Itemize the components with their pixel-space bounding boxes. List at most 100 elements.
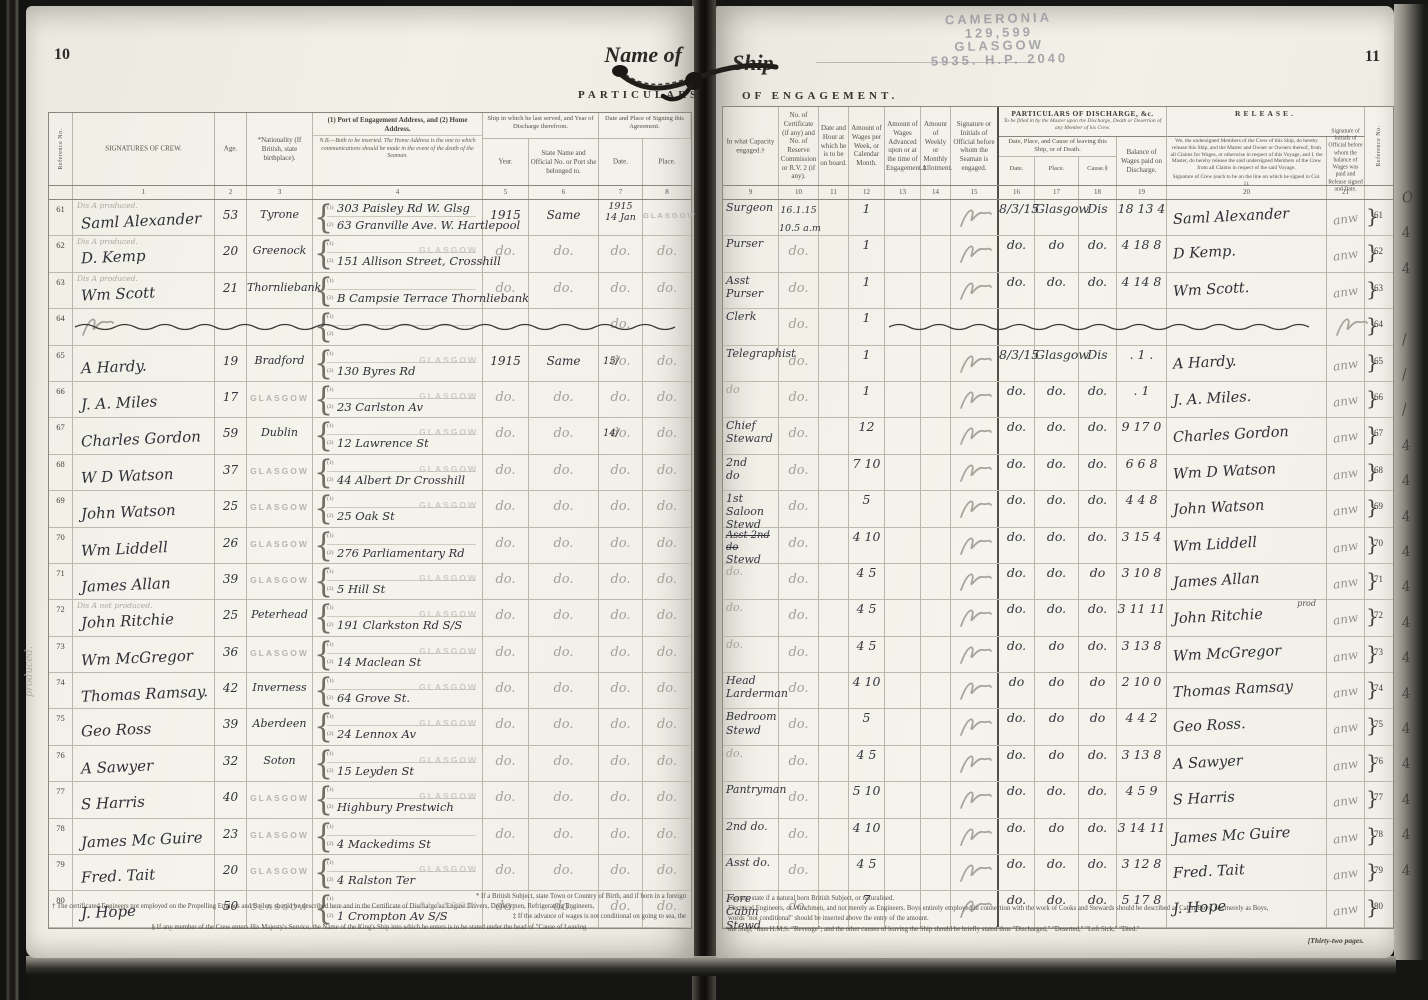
last-ship-cell: do. bbox=[529, 709, 599, 745]
balance-cell: 4 14 8 bbox=[1117, 272, 1167, 309]
age-cell bbox=[215, 309, 247, 345]
certificate-cell: do. bbox=[779, 418, 819, 454]
certificate-cell: do. bbox=[779, 745, 819, 782]
hour-on-board-cell bbox=[819, 745, 849, 782]
engaging-official-cell bbox=[951, 527, 999, 563]
last-ship-cell: do. bbox=[529, 600, 599, 636]
wages-cell: 4 10 bbox=[849, 673, 885, 709]
leaving-cause-cell: do. bbox=[1079, 454, 1117, 491]
footnotes-left: * If a British Subject, state Town or Co… bbox=[52, 892, 686, 933]
leaving-cause-cell: do. bbox=[1079, 600, 1117, 636]
signing-place-cell: do. bbox=[656, 717, 678, 733]
nationality-cell: GLASGOW bbox=[247, 381, 313, 418]
row-number-right: } 79 bbox=[1366, 859, 1383, 884]
leaving-cause-cell: do bbox=[1079, 673, 1117, 709]
year-cell: do. bbox=[483, 673, 529, 709]
advance-cell bbox=[885, 272, 921, 309]
engaging-official-cell bbox=[951, 673, 999, 709]
leaving-place-cell bbox=[1035, 309, 1079, 345]
signing-date-cell: do. bbox=[599, 855, 643, 891]
age-cell: 21 bbox=[215, 272, 247, 309]
capacity-cell: 2nd do bbox=[723, 454, 779, 491]
year-cell: do. bbox=[483, 527, 529, 563]
leaving-date-cell: do. bbox=[999, 600, 1035, 636]
leaving-place-cell: do. bbox=[1035, 855, 1079, 891]
margin-pencil-mark: / bbox=[1400, 331, 1409, 348]
capacity-cell: Head Larderman bbox=[723, 673, 788, 709]
allotment-cell bbox=[921, 673, 951, 709]
release-signature-cell bbox=[1167, 309, 1327, 345]
nationality-cell: Thornliebank bbox=[247, 272, 321, 309]
address-cell: {(1) (2) 4 Ralston Ter GLASGOW bbox=[313, 853, 483, 892]
crew-signature-cell: James Allan bbox=[73, 563, 215, 600]
strikeout-wavy-line bbox=[889, 324, 1310, 331]
signing-date-cell: 14/do. bbox=[599, 418, 643, 454]
engagement-table-right: In what Capacity engaged.† No. of Certif… bbox=[722, 106, 1394, 931]
strikeout-wavy-line bbox=[75, 324, 676, 331]
capacity-cell: Pantryman bbox=[723, 782, 787, 818]
capacity-cell: 1st Saloon Stewd bbox=[723, 491, 779, 531]
crew-row-left: 66 J. A. Miles 17 GLASGOW{(1) (2) 23 Carlston… bbox=[49, 380, 691, 419]
signing-date-cell: do. bbox=[599, 818, 643, 855]
margin-pencil-mark: 4 bbox=[1400, 543, 1413, 561]
release-signature-cell: Saml Alexander bbox=[1167, 200, 1327, 236]
paid-official-header: Signature of Initials of Official before… bbox=[1327, 128, 1365, 192]
capacity-cell: Asst do. bbox=[723, 855, 779, 891]
last-ship-cell: Same bbox=[529, 345, 599, 381]
crew-row-right: do do. 1 do. do. do.. 1 J. A. Miles. anw} 66 bbox=[723, 381, 1393, 419]
allotment-cell bbox=[921, 563, 951, 600]
last-ship-group-header: Ship in which he last served, and Year o… bbox=[483, 113, 599, 185]
engaging-official-cell bbox=[951, 745, 999, 782]
margin-pencil-mark: 4 bbox=[1400, 260, 1413, 278]
row-number: 74 bbox=[49, 673, 73, 709]
age-cell: 32 bbox=[215, 745, 247, 782]
margin-pencil-mark: 4 bbox=[1400, 578, 1413, 597]
balance-cell: 3 14 11 bbox=[1117, 818, 1167, 855]
pages-count-note: [Thirty-two pages. bbox=[1307, 936, 1364, 945]
release-signature-cell: J. Hope bbox=[1167, 891, 1327, 927]
leaving-group-header: Date, Place, and Cause of leaving this S… bbox=[999, 137, 1117, 185]
engaging-official-cell bbox=[951, 491, 999, 527]
paid-official-cell: anw bbox=[1327, 673, 1365, 709]
release-signature-cell: Fred. Tait bbox=[1167, 855, 1327, 891]
signing-place-cell: do. bbox=[656, 426, 678, 442]
capacity-cell: Asst 2nd do Stewd bbox=[723, 527, 779, 565]
leaving-place-cell: do. bbox=[1035, 454, 1079, 491]
release-signature-cell: A Sawyer bbox=[1167, 745, 1327, 782]
page-number-right: 11 bbox=[1364, 48, 1380, 65]
address-cell: {(1) (2) 64 Grove St. GLASGOW bbox=[313, 671, 483, 710]
certificate-cell: do. bbox=[779, 491, 819, 527]
official-initials-scribble bbox=[960, 755, 992, 773]
certificate-cell: do. bbox=[779, 454, 819, 491]
allotment-cell bbox=[921, 272, 951, 309]
leaving-date-cell: do bbox=[999, 673, 1035, 709]
official-initials-scribble bbox=[960, 719, 992, 737]
allotment-cell bbox=[921, 491, 951, 527]
engaging-official-cell bbox=[951, 855, 999, 891]
address-cell: {(1) (2) 15 Leyden St GLASGOW bbox=[313, 744, 483, 783]
balance-cell: . 1 . bbox=[1117, 345, 1167, 381]
leaving-cause-cell: do bbox=[1079, 709, 1117, 745]
year-cell: do. bbox=[483, 782, 529, 818]
crew-row-left: 77 S Harris 40 GLASGOW{(1) (2) Highbury Prest… bbox=[49, 781, 691, 819]
official-initials-scribble bbox=[960, 646, 992, 664]
advance-cell bbox=[885, 745, 921, 782]
balance-header: Balance of Wages paid on Discharge. bbox=[1117, 137, 1167, 185]
glasgow-stamp: GLASGOW bbox=[419, 463, 478, 474]
crew-row-right: 2nd do. do. 4 10 do. do do. 3 14 11 James Mc Gu… bbox=[723, 818, 1393, 856]
leaving-cause-cell bbox=[1079, 309, 1117, 345]
row-number-right: } 80 bbox=[1366, 895, 1383, 920]
wages-cell: 4 10 bbox=[849, 527, 885, 563]
release-signature-cell: D Kemp. bbox=[1167, 236, 1327, 272]
leaving-date-cell: do. bbox=[999, 491, 1035, 527]
allotment-cell bbox=[921, 818, 951, 855]
row-number-right: } 73 bbox=[1366, 640, 1383, 665]
advance-cell bbox=[885, 454, 921, 491]
release-signature-cell: Wm Liddell bbox=[1167, 527, 1327, 563]
address-cell: {(1) (2) 44 Albert Dr Crosshill GLASGOW bbox=[313, 453, 483, 491]
section-title-of-engagement: OF ENGAGEMENT. bbox=[742, 90, 899, 102]
address-cell: {(1) (2) 14 Maclean St GLASGOW bbox=[313, 635, 483, 673]
release-text-header: We, the undersigned Members of the Crew … bbox=[1167, 137, 1327, 187]
signing-place-cell: do. bbox=[656, 462, 678, 478]
